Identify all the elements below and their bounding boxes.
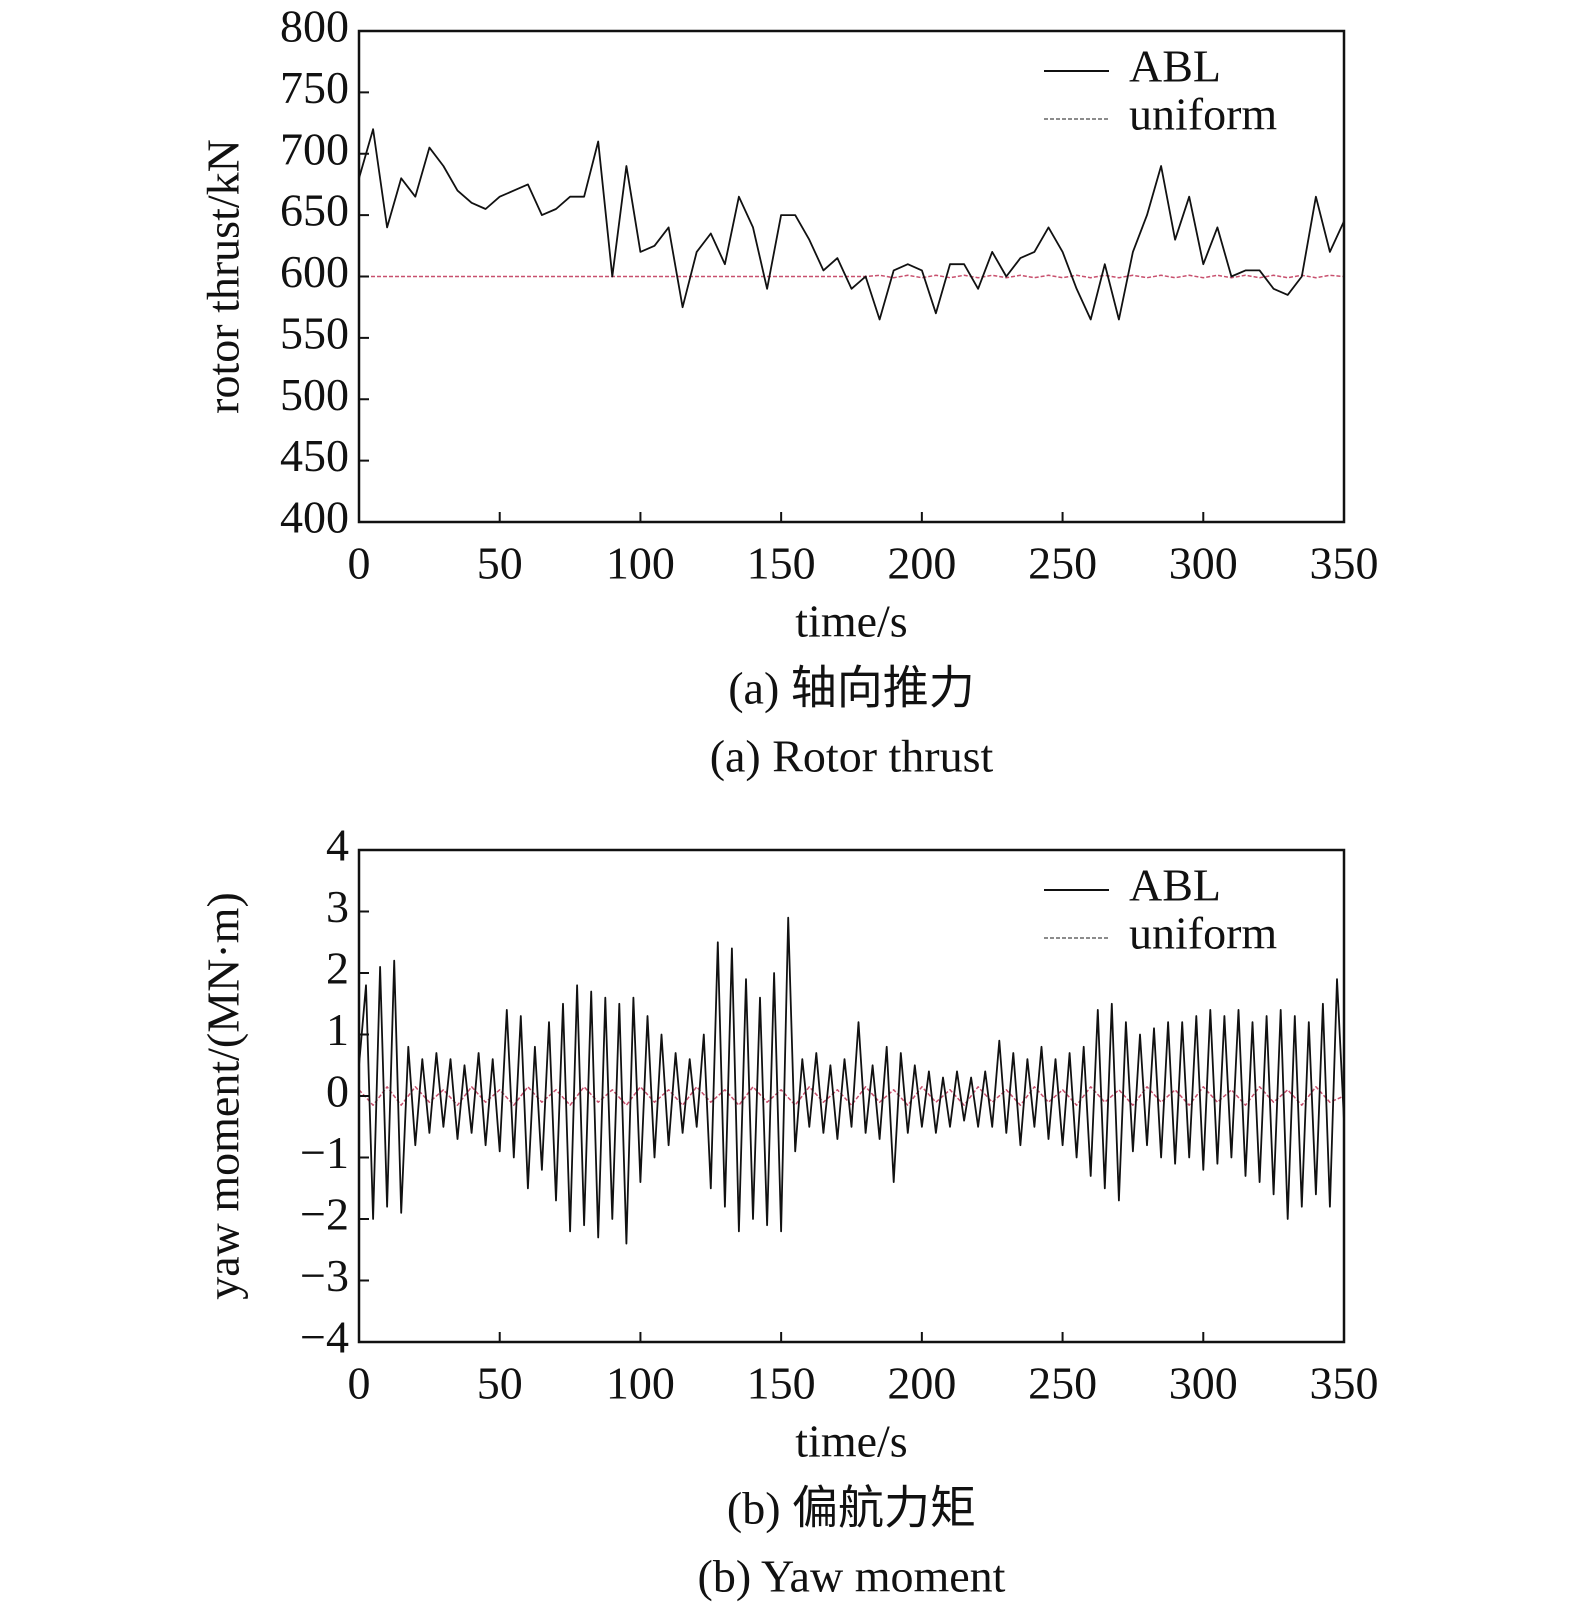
y-tick-label: 550 — [280, 307, 349, 358]
y-tick-label: 600 — [280, 246, 349, 297]
x-tick-label: 350 — [1310, 1358, 1379, 1409]
y-tick-label: 500 — [280, 369, 349, 420]
caption-cn: (b) 偏航力矩 — [727, 1483, 976, 1534]
legend-label: uniform — [1129, 908, 1277, 959]
series-line — [359, 274, 1345, 279]
x-tick-label: 100 — [606, 538, 675, 589]
x-tick-label: 100 — [606, 1358, 675, 1409]
y-tick-label: 1 — [326, 1004, 349, 1055]
x-tick-label: 200 — [887, 1358, 956, 1409]
x-tick-label: 50 — [477, 538, 523, 589]
x-tick-label: 50 — [477, 1358, 523, 1409]
y-tick-label: −3 — [300, 1250, 349, 1301]
caption-en: (a) Rotor thrust — [710, 731, 994, 782]
caption-cn: (a) 轴向推力 — [728, 663, 975, 714]
legend-label: uniform — [1129, 89, 1277, 140]
y-axis-label: rotor thrust/kN — [198, 139, 249, 414]
x-tick-label: 350 — [1310, 538, 1379, 589]
x-axis-label: time/s — [795, 1416, 907, 1467]
y-tick-label: 0 — [326, 1066, 349, 1117]
x-tick-label: 0 — [348, 538, 371, 589]
x-tick-label: 0 — [348, 1358, 371, 1409]
y-tick-label: 400 — [280, 492, 349, 543]
y-axis-label: yaw moment/(MN·m) — [198, 892, 249, 1300]
x-tick-label: 150 — [747, 538, 816, 589]
legend-label: ABL — [1129, 41, 1221, 92]
x-tick-label: 250 — [1028, 538, 1097, 589]
y-tick-label: 800 — [280, 1, 349, 52]
y-tick-label: 3 — [326, 881, 349, 932]
series-line — [358, 1086, 1345, 1106]
caption-en: (b) Yaw moment — [698, 1551, 1006, 1602]
y-tick-label: 4 — [326, 820, 349, 871]
y-tick-label: −1 — [300, 1127, 349, 1178]
x-tick-label: 200 — [887, 538, 956, 589]
x-tick-label: 250 — [1028, 1358, 1097, 1409]
y-tick-label: 450 — [280, 430, 349, 481]
y-tick-label: 700 — [280, 123, 349, 174]
x-tick-label: 300 — [1169, 538, 1238, 589]
series-line — [358, 916, 1345, 1245]
series-line — [358, 128, 1345, 321]
y-tick-label: −4 — [300, 1312, 349, 1363]
y-tick-label: 650 — [280, 185, 349, 236]
x-axis-label: time/s — [795, 596, 907, 647]
y-tick-label: −2 — [300, 1189, 349, 1240]
y-tick-label: 2 — [326, 943, 349, 994]
x-tick-label: 300 — [1169, 1358, 1238, 1409]
x-tick-label: 150 — [747, 1358, 816, 1409]
legend-label: ABL — [1129, 860, 1221, 911]
y-tick-label: 750 — [280, 62, 349, 113]
